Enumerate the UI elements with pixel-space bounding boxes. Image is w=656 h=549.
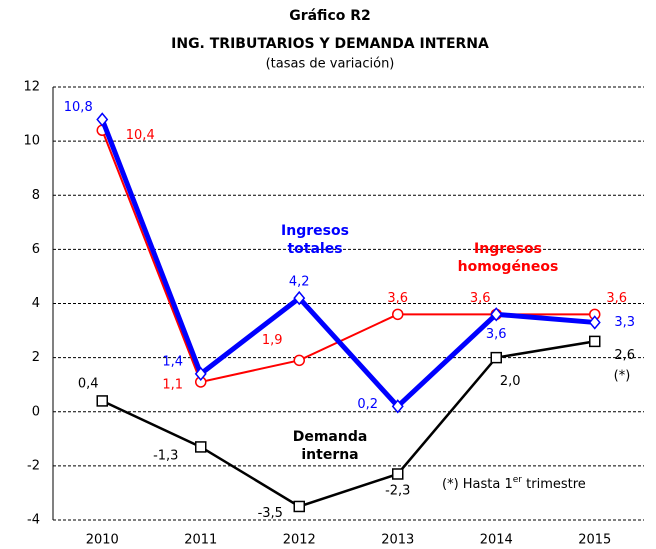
series-name: Ingresos homogéneos xyxy=(457,241,559,275)
value-label: 10,8 xyxy=(64,100,93,115)
footnote: (*) Hasta 1er trimestre xyxy=(442,475,586,492)
y-tick-label: 0 xyxy=(32,404,40,419)
value-label: 4,2 xyxy=(289,275,310,290)
y-tick-label: -4 xyxy=(27,513,40,528)
marker xyxy=(589,335,601,348)
x-tick-label: 2012 xyxy=(283,533,316,548)
series-line xyxy=(101,340,595,508)
value-label: 3,6 xyxy=(606,291,627,306)
marker xyxy=(96,395,108,407)
value-label: 2,6 xyxy=(614,348,635,363)
y-tick-label: 8 xyxy=(32,188,40,203)
y-tick-label: 6 xyxy=(32,242,40,257)
asterisk: (*) xyxy=(614,369,631,384)
value-label: 2,0 xyxy=(500,374,521,389)
series: 0,4 -1,3 -3,5 -2,3 2,0 2,6 xyxy=(78,335,635,521)
value-label: 1,4 xyxy=(162,354,183,369)
value-label: -1,3 xyxy=(153,448,178,463)
marker xyxy=(293,500,305,513)
value-label: 0,4 xyxy=(78,376,99,391)
value-label: 3,6 xyxy=(486,327,507,342)
footnote-part: er xyxy=(513,475,523,485)
value-label: 10,4 xyxy=(126,128,155,143)
y-tick-label: -2 xyxy=(27,458,40,473)
series-name: Ingresos totales xyxy=(281,223,349,257)
x-tick-label: 2015 xyxy=(578,533,611,548)
series-name: Demanda interna xyxy=(292,429,368,463)
footnote-part: (*) Hasta 1 xyxy=(442,477,513,492)
x-tick-label: 2011 xyxy=(184,533,217,548)
marker xyxy=(194,366,207,382)
value-label: 1,9 xyxy=(262,333,283,348)
chart-note: (tasas de variación) xyxy=(266,57,395,72)
value-label: 1,1 xyxy=(162,377,183,392)
y-tick-label: 2 xyxy=(32,350,40,365)
series-line xyxy=(99,118,595,410)
value-label: 3,6 xyxy=(387,291,408,306)
x-tick-label: 2013 xyxy=(381,533,414,548)
chart-title: Gráfico R2 xyxy=(289,8,371,24)
marker xyxy=(293,290,306,306)
y-tick-label: 12 xyxy=(23,80,40,95)
x-tick-label: 2014 xyxy=(480,533,513,548)
series: 10,8 1,4 4,2 0,2 3,6 3,3 xyxy=(64,100,635,414)
marker xyxy=(392,308,404,321)
marker xyxy=(588,315,601,330)
value-label: 0,2 xyxy=(357,397,378,412)
value-label: -2,3 xyxy=(385,483,410,498)
value-label: 3,3 xyxy=(614,315,635,330)
marker xyxy=(490,351,502,364)
marker xyxy=(392,468,404,480)
marker xyxy=(293,354,305,367)
chart-subtitle: ING. TRIBUTARIOS Y DEMANDA INTERNA xyxy=(171,36,489,52)
value-label: -3,5 xyxy=(258,506,283,521)
marker xyxy=(391,399,404,414)
value-label: 3,6 xyxy=(470,291,491,306)
marker xyxy=(490,307,503,322)
footnote-part: trimestre xyxy=(522,477,586,492)
y-tick-label: 4 xyxy=(32,296,40,311)
marker xyxy=(195,441,207,453)
x-tick-label: 2010 xyxy=(86,533,119,548)
y-tick-label: 10 xyxy=(23,134,40,149)
marker xyxy=(96,112,109,127)
